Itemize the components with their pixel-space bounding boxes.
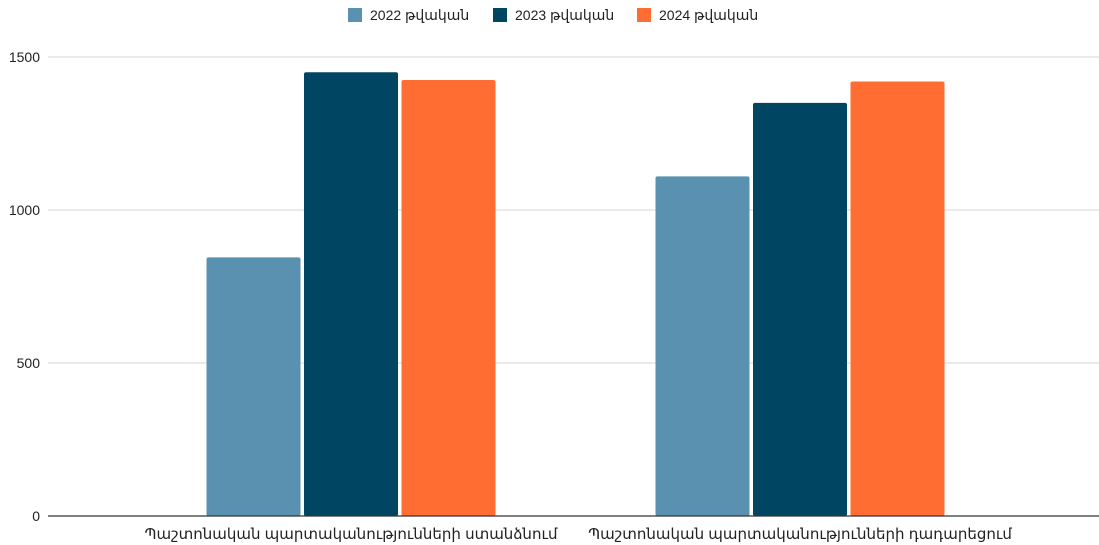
y-axis: 0 500 1000 1500 — [9, 49, 40, 524]
legend-label: 2024 թվական — [659, 7, 758, 23]
bar-1-1 — [753, 102, 847, 517]
bar-0-0 — [206, 257, 301, 516]
y-tick-label: 1000 — [9, 202, 40, 218]
legend-item-1: 2023 թվական — [493, 7, 614, 23]
x-axis: Պաշտոնական պարտականությունների ստանձնում… — [48, 515, 1099, 543]
y-tick-label: 500 — [17, 355, 41, 371]
bar-0-1 — [304, 72, 398, 517]
y-tick-label: 0 — [32, 508, 40, 524]
legend-swatch — [493, 8, 507, 22]
x-category-label: Պաշտոնական պարտականությունների ստանձնում — [145, 526, 558, 543]
y-tick-label: 1500 — [9, 49, 40, 65]
legend-swatch — [348, 8, 362, 22]
legend-item-2: 2024 թվական — [637, 7, 758, 23]
legend: 2022 թվական 2023 թվական 2024 թվական — [348, 7, 758, 23]
legend-item-0: 2022 թվական — [348, 7, 469, 23]
bars — [206, 72, 945, 517]
legend-label: 2023 թվական — [515, 7, 614, 23]
legend-label: 2022 թվական — [370, 7, 469, 23]
bar-1-2 — [850, 81, 945, 516]
bar-1-0 — [655, 176, 750, 516]
legend-swatch — [637, 8, 651, 22]
x-category-label: Պաշտոնական պարտականությունների դադարեցու… — [588, 526, 1012, 543]
bar-0-2 — [401, 79, 496, 516]
